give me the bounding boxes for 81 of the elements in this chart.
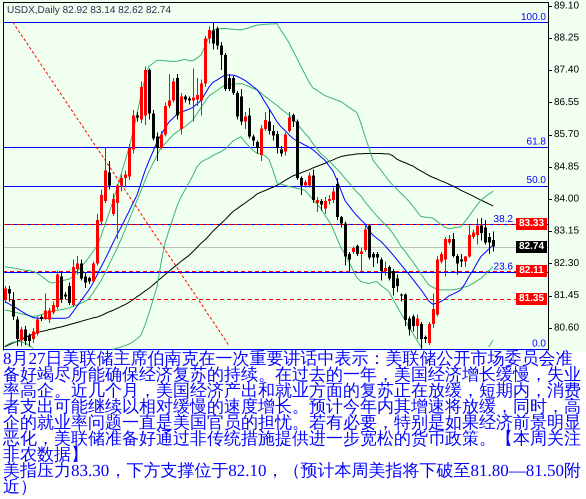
candlestick xyxy=(356,244,359,256)
y-tick-label: 84.00 xyxy=(554,193,580,204)
y-tick-label: 80.60 xyxy=(554,322,580,334)
candlestick xyxy=(232,75,235,96)
candlestick xyxy=(396,274,399,292)
candlestick xyxy=(392,268,395,296)
annotation: 100.0 xyxy=(520,12,546,23)
candlestick xyxy=(332,187,335,204)
candlestick xyxy=(464,255,467,268)
candlestick xyxy=(236,90,239,120)
candlestick xyxy=(8,286,11,302)
annotation: 61.8 xyxy=(526,136,546,148)
ref-line-label: 82.11 xyxy=(516,264,547,277)
candlestick xyxy=(12,291,15,321)
candlestick xyxy=(36,316,39,336)
candlestick xyxy=(320,198,323,211)
candlestick xyxy=(108,160,111,190)
candlestick xyxy=(288,111,291,134)
candlestick xyxy=(4,286,7,304)
annotation: 23.6 xyxy=(494,262,514,273)
candlestick xyxy=(492,231,495,252)
candlestick xyxy=(380,257,383,281)
candlestick xyxy=(208,26,211,44)
candlestick xyxy=(376,252,379,264)
candlestick xyxy=(416,314,419,340)
candlestick xyxy=(196,77,199,107)
candlestick xyxy=(456,253,459,276)
candlestick xyxy=(244,111,247,130)
candlestick xyxy=(340,216,343,228)
candlestick xyxy=(420,322,423,350)
candlestick xyxy=(160,130,163,150)
y-tick-label: 81.45 xyxy=(554,290,580,302)
y-tick-label: 83.15 xyxy=(554,226,580,237)
candlestick xyxy=(68,282,71,306)
y-tick-label: 89.10 xyxy=(554,0,580,12)
candlestick xyxy=(276,130,279,154)
candlestick xyxy=(308,172,311,188)
chart-title: USDX,Daily 82.92 83.14 82.62 82.74 xyxy=(7,5,172,16)
candlestick xyxy=(280,145,283,158)
y-tick-label: 88.25 xyxy=(554,32,580,44)
candlestick xyxy=(300,176,303,196)
candlestick xyxy=(480,217,483,242)
candlestick xyxy=(316,196,319,213)
y-tick-label: 84.85 xyxy=(554,161,580,172)
text: 美指压力83.30，下方支撑位于82.10，（预计本周美指将下破至81.80—81.50附近） xyxy=(3,461,582,496)
candlestick xyxy=(168,73,171,109)
candlestick xyxy=(460,253,463,268)
ref-line-label: 82.74 xyxy=(516,240,547,253)
candlestick xyxy=(412,314,415,332)
candlestick xyxy=(212,22,215,50)
candlestick xyxy=(428,322,431,346)
candlestick xyxy=(248,108,251,139)
candlestick xyxy=(252,134,255,146)
candlestick xyxy=(484,219,487,245)
candlestick xyxy=(48,308,51,324)
annotation: 50.0 xyxy=(526,175,546,186)
annotation: 0.0 xyxy=(532,338,546,350)
candlestick xyxy=(120,174,123,192)
candlestick xyxy=(452,232,455,258)
y-tick-label: 85.70 xyxy=(554,129,580,140)
candlestick xyxy=(292,113,295,128)
annotation: 38.2 xyxy=(494,214,514,225)
candlestick xyxy=(172,77,175,103)
candlestick xyxy=(192,68,195,122)
y-tick-label: 82.30 xyxy=(554,258,580,269)
candlestick xyxy=(328,194,331,206)
candlestick xyxy=(324,196,327,215)
candlestick xyxy=(136,111,139,122)
ref-line-label: 81.35 xyxy=(516,293,547,306)
candlestick xyxy=(20,326,23,348)
ref-line-label: 83.33 xyxy=(516,218,547,230)
candlestick xyxy=(284,132,287,156)
candlestick xyxy=(80,259,83,281)
candlestick xyxy=(268,109,271,136)
y-tick-label: 86.55 xyxy=(554,96,580,108)
candlestick xyxy=(220,41,223,71)
candlestick xyxy=(200,79,203,116)
candlestick xyxy=(60,270,63,304)
candlestick xyxy=(216,26,219,50)
y-tick-label: 87.40 xyxy=(554,64,580,76)
candlestick xyxy=(256,140,259,154)
